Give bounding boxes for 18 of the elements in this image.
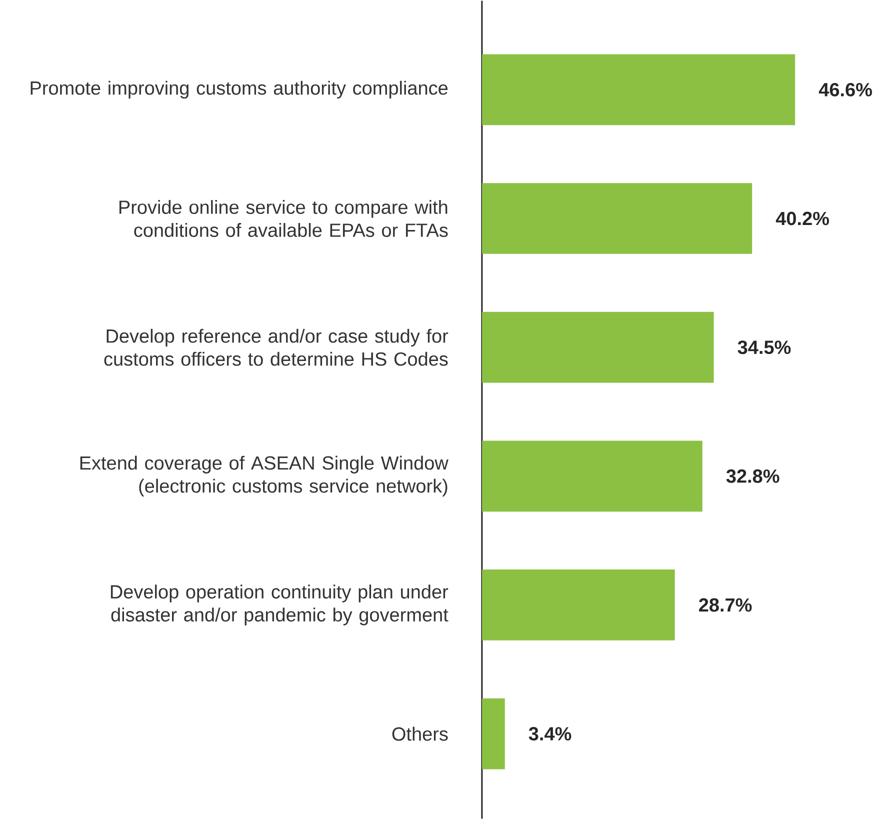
y-tick-label: Promote improving customs authority compliance xyxy=(30,81,448,99)
bar xyxy=(482,54,796,126)
data-label: 28.7% xyxy=(699,598,752,612)
data-label: 34.5% xyxy=(738,340,791,354)
y-tick-label: Others xyxy=(392,727,448,741)
bar xyxy=(482,698,505,770)
data-label: 3.4% xyxy=(528,727,572,741)
data-label: 40.2% xyxy=(776,212,829,226)
bar xyxy=(482,183,752,254)
y-tick-label: Develop operation continuity plan under disaster and/or pandemic by goverment xyxy=(110,584,448,626)
y-tick-label: Develop reference and/or case study for customs officers to determine HS Codes xyxy=(104,329,448,366)
bar xyxy=(482,570,675,641)
bar xyxy=(482,312,714,383)
data-label: 46.6% xyxy=(818,83,872,97)
bar xyxy=(482,440,702,512)
data-label: 32.8% xyxy=(726,470,780,484)
y-tick-label: Provide online service to compare with conditions of available EPAs or FTAs xyxy=(119,200,448,238)
y-tick-label: Extend coverage of ASEAN Single Window (electronic customs service network) xyxy=(80,456,448,497)
